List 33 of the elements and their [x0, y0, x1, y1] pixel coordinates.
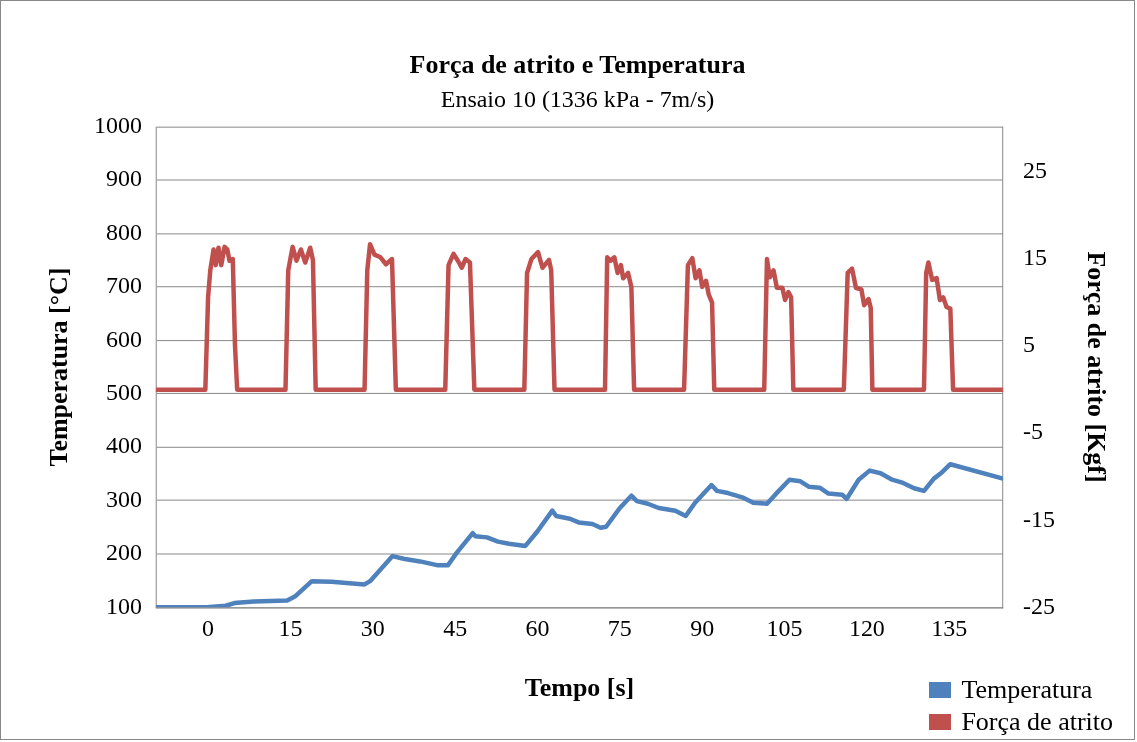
x-tick-label: 45 — [443, 614, 468, 641]
x-tick-label: 135 — [931, 614, 968, 641]
y-tick-label: 600 — [106, 325, 142, 352]
x-tick-label: 120 — [848, 614, 885, 641]
y-tick-label: 700 — [106, 272, 142, 299]
y-tick-label: 100 — [106, 592, 142, 619]
y2-tick-label: 15 — [1023, 244, 1047, 271]
chart-title: Força de atrito e Temperatura — [409, 50, 746, 80]
x-tick-label: 60 — [525, 614, 550, 641]
y-tick-label: 900 — [106, 165, 142, 192]
legend-label: Temperatura — [961, 674, 1093, 706]
y2-tick-label: -5 — [1023, 418, 1043, 445]
y2-tick-label: -15 — [1023, 505, 1055, 532]
y2-tick-label: 5 — [1023, 331, 1036, 358]
legend-label: Força de atrito — [961, 706, 1113, 738]
chart-subtitle: Ensaio 10 (1336 kPa - 7m/s) — [440, 85, 715, 112]
x-tick-label: 90 — [690, 614, 715, 641]
x-tick-label: 30 — [360, 614, 385, 641]
y2-axis-title: Força de atrito [Kgf] — [1081, 251, 1111, 483]
y2-tick-label: 25 — [1023, 157, 1047, 184]
y-tick-label: 800 — [106, 218, 142, 245]
y2-tick-label: -25 — [1023, 592, 1055, 619]
y-tick-label: 400 — [106, 432, 142, 459]
x-tick-label: 0 — [202, 614, 215, 641]
y-tick-label: 300 — [106, 485, 142, 512]
x-tick-label: 105 — [766, 614, 803, 641]
x-axis-title: Tempo [s] — [524, 673, 635, 703]
y-tick-label: 200 — [106, 539, 142, 566]
y-tick-label: 500 — [106, 379, 142, 405]
x-tick-label: 15 — [278, 614, 303, 641]
y-tick-label: 1000 — [94, 111, 142, 138]
x-tick-label: 75 — [607, 614, 632, 641]
y-axis-title: Temperatura [°C] — [44, 267, 74, 467]
